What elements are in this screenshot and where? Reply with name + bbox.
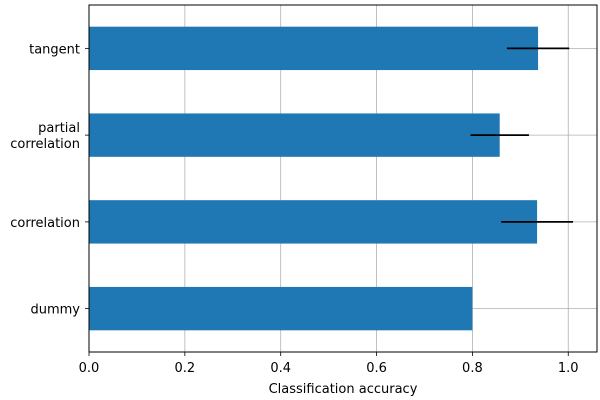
x-tick-label: 0.8: [462, 361, 483, 376]
x-axis-label: Classification accuracy: [269, 382, 418, 397]
bar: [89, 26, 539, 71]
x-tick-label: 0.0: [79, 361, 100, 376]
x-tick-label: 0.2: [175, 361, 196, 376]
bar: [89, 113, 500, 157]
error-bars: [470, 47, 574, 223]
y-axis-ticks: dummy correlation partial correlation tangen…: [10, 42, 89, 318]
bar: [89, 200, 538, 244]
y-tick-label: dummy: [30, 303, 80, 318]
plot-frame: [88, 4, 598, 353]
x-tick-label: 1.0: [558, 361, 579, 376]
y-tick-label: partial correlation: [10, 121, 80, 152]
y-tick-label: tangent: [29, 42, 80, 57]
y-tick-label: correlation: [10, 216, 80, 231]
bar: [89, 286, 473, 331]
bars: [89, 26, 539, 331]
x-tick-label: 0.6: [366, 361, 387, 376]
x-tick-label: 0.4: [270, 361, 291, 376]
x-axis-ticks: 0.0 0.2 0.4 0.6 0.8 1.0: [79, 352, 579, 376]
